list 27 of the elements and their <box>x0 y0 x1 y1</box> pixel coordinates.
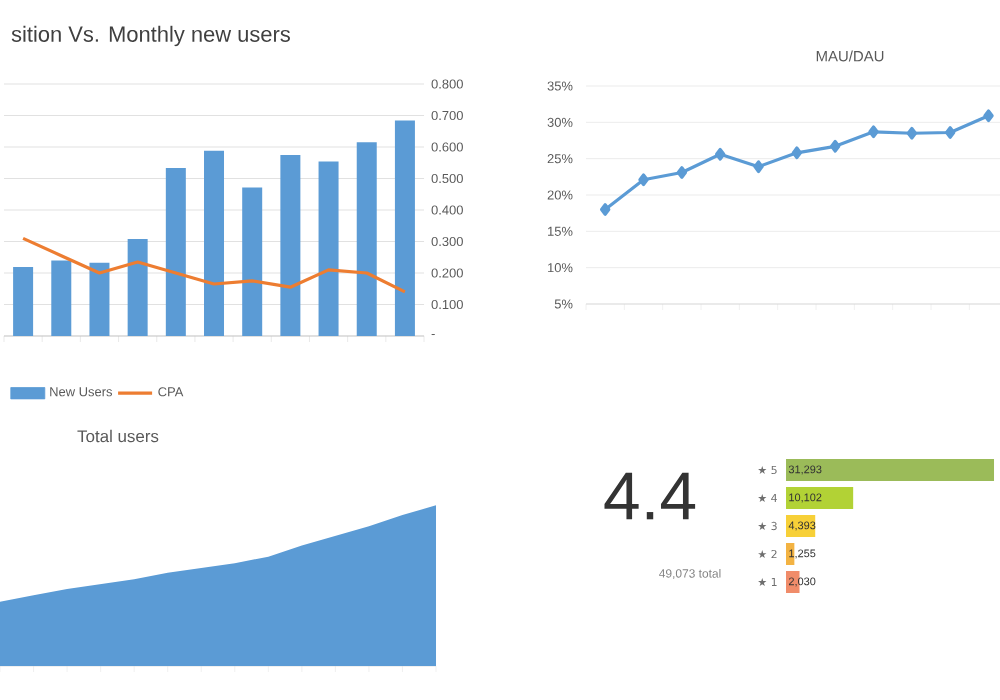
bar <box>13 267 34 336</box>
bar <box>318 161 339 336</box>
text: 4.4 <box>604 472 696 520</box>
point <box>829 139 841 153</box>
bar <box>394 120 415 336</box>
chart-title: sition Vs. Monthly new users <box>11 25 290 47</box>
bar <box>89 262 110 336</box>
point <box>638 173 649 187</box>
point <box>868 125 879 139</box>
point <box>906 126 918 140</box>
bar <box>51 260 72 336</box>
point <box>599 203 611 216</box>
bar <box>280 155 301 336</box>
chart-title: Total users <box>77 429 159 443</box>
bar <box>165 167 186 336</box>
point <box>983 109 994 123</box>
bar <box>356 142 377 336</box>
point <box>714 147 726 161</box>
bar <box>786 487 854 509</box>
bar <box>204 150 225 336</box>
point <box>944 126 956 139</box>
bar <box>786 459 995 482</box>
bar <box>242 187 263 336</box>
bar <box>127 239 148 336</box>
point <box>676 166 688 179</box>
point <box>791 146 803 160</box>
point <box>753 160 764 174</box>
